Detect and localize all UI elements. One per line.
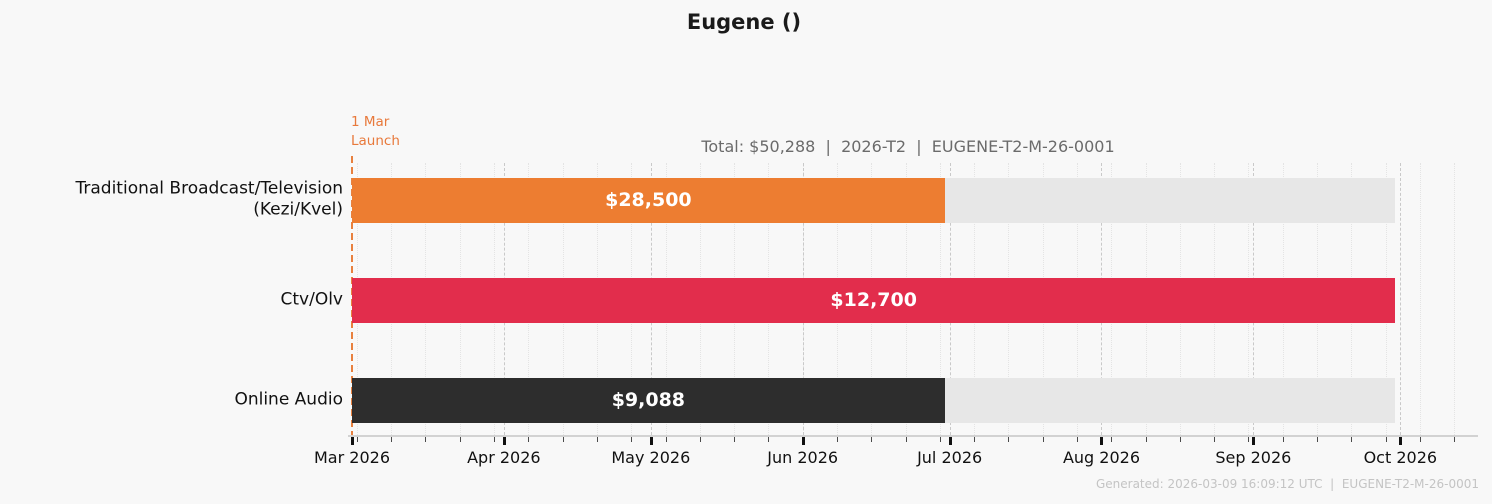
summary-line: Total: $50,288 | 2026-T2 | EUGENE-T2-M-2… <box>701 137 1115 156</box>
launch-annotation-label: 1 Mar Launch <box>351 114 400 150</box>
category-label: Traditional Broadcast/Television (Kezi/K… <box>75 178 344 220</box>
x-axis-tick-label: Sep 2026 <box>1215 448 1292 467</box>
bar-value-label: $12,700 <box>830 289 917 311</box>
x-axis-tick-label: May 2026 <box>611 448 691 467</box>
month-gridline <box>1400 163 1402 435</box>
x-axis-tick-label: Jun 2026 <box>767 448 839 467</box>
x-axis-minor-tick <box>939 437 941 442</box>
week-gridline <box>1419 163 1421 435</box>
x-axis-tick-label: Aug 2026 <box>1062 448 1140 467</box>
x-axis-minor-tick <box>459 437 461 442</box>
x-axis-minor-tick <box>1179 437 1181 442</box>
x-axis-major-tick <box>502 437 506 445</box>
x-axis-minor-tick <box>1145 437 1147 442</box>
x-axis-minor-tick <box>1042 437 1044 442</box>
flight-bar: $28,500 <box>352 177 945 223</box>
chart-title: Eugene () <box>686 10 802 34</box>
footer-note: Generated: 2026-03-09 16:09:12 UTC | EUG… <box>1095 477 1479 491</box>
x-axis-minor-tick <box>734 437 736 442</box>
x-axis-tick-label: Jul 2026 <box>917 448 983 467</box>
x-axis-major-tick <box>1100 437 1104 445</box>
x-axis-minor-tick <box>562 437 564 442</box>
x-axis-minor-tick <box>1419 437 1421 442</box>
x-axis-major-tick <box>649 437 653 445</box>
bar-value-label: $28,500 <box>605 189 692 211</box>
x-axis-major-tick <box>948 437 952 445</box>
x-axis-minor-tick <box>699 437 701 442</box>
x-axis-minor-tick <box>836 437 838 442</box>
x-axis-minor-tick <box>1214 437 1216 442</box>
x-axis-minor-tick <box>1111 437 1113 442</box>
x-axis-major-tick <box>1252 437 1256 445</box>
x-axis-minor-tick <box>974 437 976 442</box>
x-axis-minor-tick <box>356 437 358 442</box>
x-axis-minor-tick <box>905 437 907 442</box>
x-axis-minor-tick <box>494 437 496 442</box>
category-label: Ctv/Olv <box>280 289 344 310</box>
x-axis-minor-tick <box>1077 437 1078 442</box>
x-axis-minor-tick <box>1282 437 1284 442</box>
x-axis-minor-tick <box>1317 437 1319 442</box>
x-axis-minor-tick <box>871 437 873 442</box>
x-axis-minor-tick <box>1008 437 1010 442</box>
x-axis-tick-label: Oct 2026 <box>1363 448 1438 467</box>
x-axis-minor-tick <box>1248 437 1250 442</box>
x-axis-minor-tick <box>665 437 667 442</box>
x-axis-minor-tick <box>631 437 633 442</box>
x-axis-minor-tick <box>1454 437 1456 442</box>
bar-value-label: $9,088 <box>611 389 686 411</box>
x-axis-minor-tick <box>528 437 530 442</box>
x-axis-tick-label: Apr 2026 <box>467 448 541 467</box>
x-axis-major-tick <box>1399 437 1403 445</box>
x-axis-minor-tick <box>391 437 393 442</box>
x-axis-major-tick <box>801 437 805 445</box>
x-axis-minor-tick <box>1351 437 1353 442</box>
x-axis-line <box>348 435 1478 437</box>
x-axis-tick-label: Mar 2026 <box>314 448 390 467</box>
x-axis-minor-tick <box>596 437 598 442</box>
x-axis-minor-tick <box>768 437 770 442</box>
flight-bar: $12,700 <box>352 277 1396 323</box>
flight-bar: $9,088 <box>352 377 945 423</box>
x-axis-major-tick <box>351 437 354 445</box>
category-label: Online Audio <box>234 389 343 410</box>
x-axis-minor-tick <box>1385 437 1387 442</box>
week-gridline <box>1454 163 1456 435</box>
x-axis-minor-tick <box>425 437 427 442</box>
